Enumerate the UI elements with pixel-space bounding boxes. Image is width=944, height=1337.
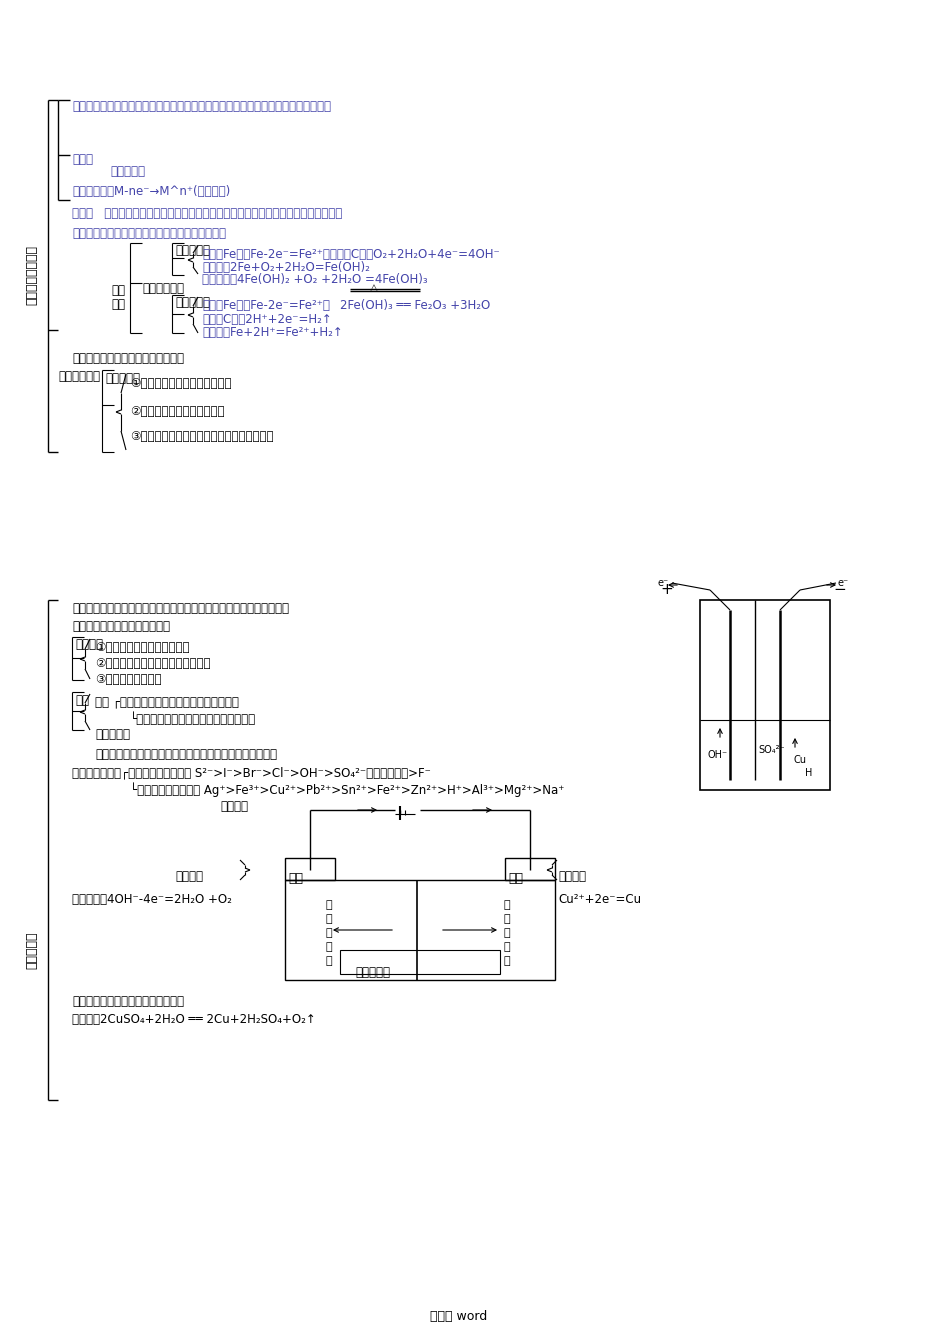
- Text: 电化: 电化: [110, 283, 125, 297]
- Text: Cu²⁺+2e⁻=Cu: Cu²⁺+2e⁻=Cu: [557, 893, 640, 906]
- Text: 总反应：2Fe+O₂+2H₂O=Fe(OH)₂: 总反应：2Fe+O₂+2H₂O=Fe(OH)₂: [202, 261, 369, 274]
- Text: 电解池原理: 电解池原理: [25, 932, 39, 969]
- Bar: [285, 858, 334, 880]
- Text: 吸氧腐蚀：: 吸氧腐蚀：: [175, 243, 210, 257]
- Text: 腐蚀的本质：M-ne⁻→M^n⁺(氧化反应): 腐蚀的本质：M-ne⁻→M^n⁺(氧化反应): [72, 185, 230, 198]
- Text: 分类：   化学腐蚀（金属与接触到的物质直接发生化学反应而引起的腐蚀）、电化腐蚀: 分类： 化学腐蚀（金属与接触到的物质直接发生化学反应而引起的腐蚀）、电化腐蚀: [72, 207, 342, 221]
- Text: ①、与电源本连的两个电极；: ①、与电源本连的两个电极；: [95, 640, 190, 654]
- Text: 负极（Fe）：Fe-2e⁻=Fe²⁺；正极（C）：O₂+2H₂O+4e⁻=4OH⁻: 负极（Fe）：Fe-2e⁻=Fe²⁺；正极（C）：O₂+2H₂O+4e⁻=4OH…: [202, 247, 499, 261]
- Text: 还原反应: 还原反应: [557, 870, 585, 882]
- Text: 影响腐蚀的因素：金属本性、介质。: 影响腐蚀的因素：金属本性、介质。: [72, 352, 184, 365]
- Text: 析氢腐蚀：: 析氢腐蚀：: [175, 295, 210, 309]
- Text: 腐蚀概念：金属或合金与周围接触到的气体或液体进行化学反应而腐蚀损耗的过程。: 腐蚀概念：金属或合金与周围接触到的气体或液体进行化学反应而腐蚀损耗的过程。: [72, 100, 330, 114]
- Text: 离: 离: [325, 915, 331, 924]
- Text: 钢铁的腐蚀：: 钢铁的腐蚀：: [142, 282, 184, 295]
- Text: 氧化反应: 氧化反应: [175, 870, 203, 882]
- Text: 后续反应：4Fe(OH)₂ +O₂ +2H₂O =4Fe(OH)₃: 后续反应：4Fe(OH)₂ +O₂ +2H₂O =4Fe(OH)₃: [202, 273, 428, 286]
- Text: H: H: [804, 767, 812, 778]
- Text: OH⁻: OH⁻: [707, 750, 728, 759]
- Text: 向: 向: [503, 956, 510, 967]
- Text: 保护方法：: 保护方法：: [105, 372, 140, 385]
- Text: 移: 移: [325, 943, 331, 952]
- Text: ③、电化学保护法（楔柱阳极的阴极保护法）: ③、电化学保护法（楔柱阳极的阴极保护法）: [130, 431, 273, 443]
- Text: 概念: 概念: [75, 694, 89, 707]
- Text: 腐蚀危害：: 腐蚀危害：: [110, 164, 144, 178]
- Text: ③、形成闭合回路。: ③、形成闭合回路。: [95, 673, 161, 686]
- Text: ②、电解质溶液（或熔化的电解质）: ②、电解质溶液（或熔化的电解质）: [95, 656, 211, 670]
- Text: └阴极：与直流电源负极相连的叫阴极。: └阴极：与直流电源负极相连的叫阴极。: [130, 713, 256, 726]
- Text: 金属的腐蚀与防护: 金属的腐蚀与防护: [25, 245, 39, 305]
- Text: 负极（Fe）：Fe-2e⁻=Fe²⁺；: 负极（Fe）：Fe-2e⁻=Fe²⁺；: [202, 299, 329, 312]
- Text: 总反应：Fe+2H⁺=Fe²⁺+H₂↑: 总反应：Fe+2H⁺=Fe²⁺+H₂↑: [202, 326, 343, 340]
- Text: 定义：因发生原电池反应，而使金属腐蚀的形式。: 定义：因发生原电池反应，而使金属腐蚀的形式。: [72, 227, 226, 241]
- Text: 子: 子: [503, 928, 510, 939]
- Text: 装置特点：电能转化为化学能。: 装置特点：电能转化为化学能。: [72, 620, 170, 632]
- Text: −: −: [832, 582, 845, 598]
- Text: 电极反应：: 电极反应：: [95, 729, 130, 741]
- Text: ①、改变金属的内部组织结构；: ①、改变金属的内部组织结构；: [130, 377, 231, 390]
- Text: e⁻: e⁻: [837, 578, 849, 588]
- Text: △: △: [370, 283, 378, 293]
- Text: e⁻: e⁻: [657, 578, 668, 588]
- Text: 电解结果：在阳极上有新物质生成。: 电解结果：在阳极上有新物质生成。: [72, 995, 184, 1008]
- Text: 正极（C）：2H⁺+2e⁻=H₂↑: 正极（C）：2H⁺+2e⁻=H₂↑: [202, 313, 331, 326]
- Text: 阴: 阴: [325, 900, 331, 910]
- Text: +: +: [659, 582, 672, 598]
- Text: 定义：使电流通过电解质溶液而在阴阳两极引起氧化还原反应的过程。: 定义：使电流通过电解质溶液而在阴阳两极引起氧化还原反应的过程。: [72, 602, 289, 615]
- Bar: [504, 858, 554, 880]
- Text: 离: 离: [503, 915, 510, 924]
- Text: 子: 子: [325, 928, 331, 939]
- Text: 原理：强还原性或氧化性强强先放电（发生氧化还原反应）: 原理：强还原性或氧化性强强先放电（发生氧化还原反应）: [95, 747, 277, 761]
- Text: 腐蚀: 腐蚀: [110, 298, 125, 312]
- Bar: [340, 951, 499, 973]
- Text: Cu: Cu: [792, 755, 805, 765]
- Bar: [285, 880, 554, 980]
- Bar: [700, 600, 829, 790]
- Text: 电极 ┌阳极：与直流电源正极相连的叫阳极。: 电极 ┌阳极：与直流电源正极相连的叫阳极。: [95, 697, 239, 709]
- Text: 形成条件: 形成条件: [75, 638, 103, 651]
- Text: 金属的防护：: 金属的防护：: [58, 370, 100, 382]
- Text: 电子流向: 电子流向: [220, 800, 247, 813]
- Text: 离子放电顺序：┌阳极：阴离子还原性 S²⁻>I⁻>Br⁻>Cl⁻>OH⁻>SO₄²⁻（含氧酸根）>F⁻: 离子放电顺序：┌阳极：阴离子还原性 S²⁻>I⁻>Br⁻>Cl⁻>OH⁻>SO₄…: [72, 766, 430, 779]
- Text: 电解质溶液: 电解质溶液: [355, 967, 390, 979]
- Text: 2Fe(OH)₃ ══ Fe₂O₃ +3H₂O: 2Fe(OH)₃ ══ Fe₂O₃ +3H₂O: [340, 299, 490, 312]
- Text: 阳极: 阳极: [288, 872, 303, 885]
- Text: ②、在金属表面覆盖保护层；: ②、在金属表面覆盖保护层；: [130, 405, 225, 418]
- Text: 编辑版 word: 编辑版 word: [430, 1310, 487, 1324]
- Text: 阳: 阳: [503, 900, 510, 910]
- Text: 概述：: 概述：: [72, 152, 93, 166]
- Text: 总反应：2CuSO₄+2H₂O ══ 2Cu+2H₂SO₄+O₂↑: 总反应：2CuSO₄+2H₂O ══ 2Cu+2H₂SO₄+O₂↑: [72, 1013, 315, 1025]
- Text: 移: 移: [503, 943, 510, 952]
- Text: └阴极：阳离子氧化性 Ag⁺>Fe³⁺>Cu²⁺>Pb²⁺>Sn²⁺>Fe²⁺>Zn²⁺>H⁺>Al³⁺>Mg²⁺>Na⁺: └阴极：阳离子氧化性 Ag⁺>Fe³⁺>Cu²⁺>Pb²⁺>Sn²⁺>Fe²⁺>…: [130, 782, 564, 797]
- Text: 反应原理：4OH⁻-4e⁻=2H₂O +O₂: 反应原理：4OH⁻-4e⁻=2H₂O +O₂: [72, 893, 231, 906]
- Text: SO₄²⁻: SO₄²⁻: [757, 745, 784, 755]
- Text: 阴极: 阴极: [508, 872, 522, 885]
- Text: 向: 向: [325, 956, 331, 967]
